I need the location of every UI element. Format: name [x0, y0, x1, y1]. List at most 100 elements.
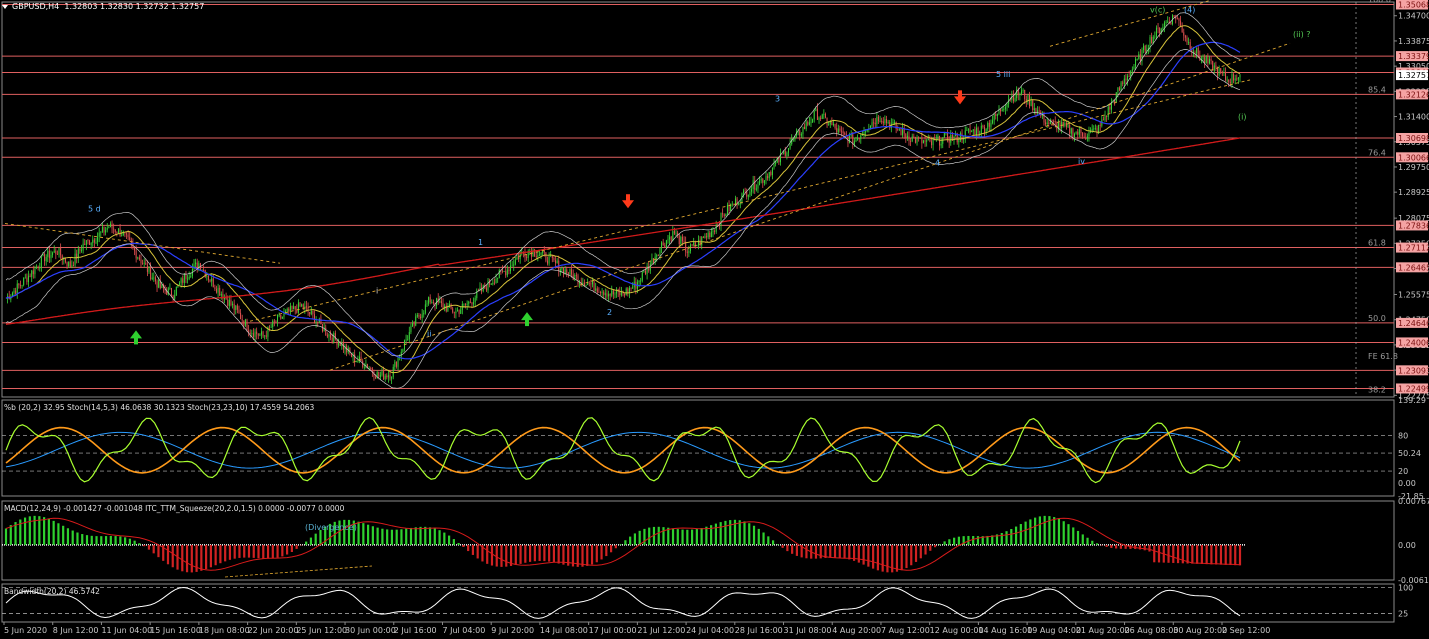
candle-body: [154, 277, 156, 282]
candle-body: [363, 366, 365, 368]
candle-body: [1012, 95, 1014, 102]
candle-body: [360, 356, 362, 361]
candle-body: [13, 290, 15, 293]
candle-body: [21, 284, 23, 286]
price-level-tag: [1396, 51, 1428, 62]
price-level-tag: [1396, 0, 1428, 10]
candle-body: [889, 122, 891, 128]
candle-body: [294, 306, 296, 310]
candle-body: [791, 139, 793, 144]
candle-body: [566, 269, 568, 274]
candle-body: [224, 297, 226, 300]
candle-body: [627, 288, 629, 293]
candle-body: [731, 203, 733, 205]
candle-body: [77, 248, 79, 259]
candle-body: [227, 299, 229, 306]
candle-body: [1038, 110, 1040, 112]
candle-body: [37, 266, 39, 269]
candle-body: [122, 232, 124, 236]
candle-body: [979, 133, 981, 135]
candle-body: [728, 204, 730, 211]
candle-body: [296, 309, 298, 313]
candle-body: [358, 356, 360, 362]
price-level-tag: [1396, 365, 1428, 376]
candle-body: [1019, 93, 1021, 96]
candle-body: [302, 304, 304, 309]
candle-body: [27, 275, 29, 283]
elliott-wave-label: 5 d: [88, 204, 101, 213]
candle-body: [193, 264, 195, 269]
candle-body: [824, 114, 826, 118]
candle-body: [800, 134, 802, 136]
candle-body: [11, 292, 13, 297]
price-level-label: 1.24646: [1398, 319, 1429, 328]
candle-body: [546, 260, 548, 264]
candle-body: [1099, 124, 1101, 126]
candle-body: [44, 253, 46, 262]
fibonacci-label: 100.0: [1368, 0, 1391, 5]
candle-body: [275, 321, 277, 323]
elliott-wave-label: (i): [1238, 113, 1246, 122]
candle-body: [582, 282, 584, 285]
candle-body: [898, 128, 900, 130]
chart-header[interactable]: GBPUSD,H4 1.32803 1.32830 1.32732 1.3275…: [2, 2, 204, 11]
candle-body: [1170, 22, 1172, 25]
candle-body: [1053, 120, 1055, 122]
candle-body: [479, 287, 481, 292]
candle-body: [826, 117, 828, 125]
candle-body: [616, 289, 618, 294]
candle-body: [884, 119, 886, 124]
candle-body: [747, 195, 749, 197]
candle-body: [710, 231, 712, 238]
candle-body: [773, 164, 775, 168]
candle-body: [1072, 128, 1074, 137]
candle-body: [926, 140, 928, 142]
candle-body: [1178, 18, 1180, 21]
candle-body: [614, 293, 616, 295]
candle-body: [579, 281, 581, 284]
bandwidth-panel: [1, 583, 1395, 623]
candle-body: [34, 267, 36, 275]
dropdown-arrow-icon[interactable]: [2, 4, 8, 9]
price-level-label: 1.32126: [1398, 90, 1429, 99]
bandwidth-line: [5, 586, 1241, 619]
bandwidth-axis-label: 100: [1398, 583, 1413, 592]
candle-body: [1133, 66, 1135, 70]
candle-body: [1208, 59, 1210, 64]
candle-body: [312, 311, 314, 315]
candle-body: [953, 136, 955, 141]
candle-body: [367, 364, 369, 369]
candle-body: [458, 310, 460, 314]
price-axis-label: 1.29750: [1398, 163, 1429, 172]
candle-body: [720, 213, 722, 226]
moving-average-yellow: [5, 25, 1241, 374]
candle-body: [309, 312, 311, 315]
candle-body: [677, 232, 679, 235]
candle-body: [553, 257, 555, 261]
candle-body: [783, 151, 785, 154]
candle-body: [608, 293, 610, 297]
moving-average-red: [5, 137, 1241, 325]
stoch-axis-label: 80: [1398, 431, 1408, 440]
candle-body: [450, 304, 452, 309]
candle-body: [58, 247, 60, 255]
candle-body: [95, 242, 97, 243]
candle-body: [1220, 68, 1222, 72]
candle-body: [1008, 99, 1010, 104]
candle-body: [1000, 109, 1002, 112]
candle-body: [211, 278, 213, 282]
candle-body: [770, 171, 772, 176]
candle-body: [510, 265, 512, 272]
candle-body: [1067, 124, 1069, 127]
candle-body: [919, 137, 921, 139]
candle-body: [225, 297, 227, 300]
candle-body: [117, 228, 119, 234]
candle-body: [400, 351, 402, 357]
candle-body: [453, 312, 455, 314]
candle-body: [1204, 57, 1206, 64]
candle-body: [1154, 36, 1156, 38]
candle-body: [768, 171, 770, 179]
candle-body: [529, 252, 531, 253]
candle-body: [559, 269, 561, 272]
